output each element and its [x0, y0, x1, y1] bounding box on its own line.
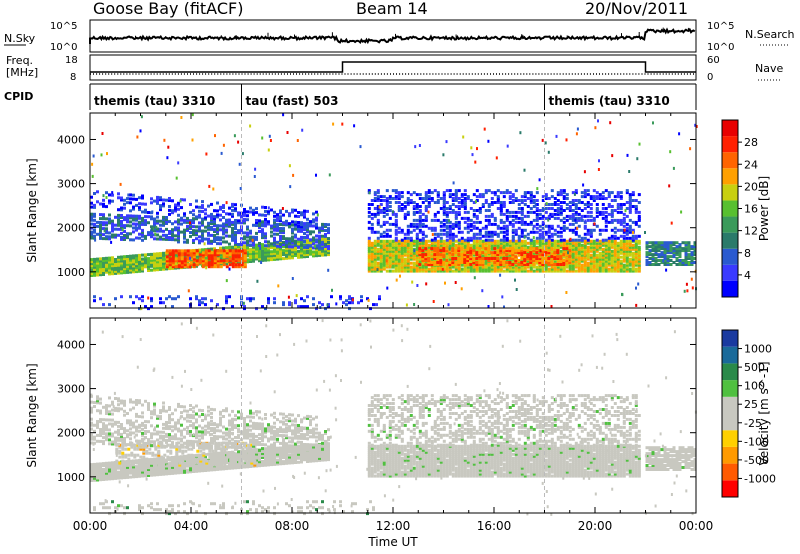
y-tick-label: 4000 [57, 338, 85, 351]
colorbar-swatch [722, 232, 738, 249]
colorbar-tick-label: 28 [744, 136, 758, 149]
colorbar-swatch [722, 200, 738, 217]
cpid-label: CPID [4, 90, 33, 103]
colorbar-tick-label: -1000 [744, 472, 776, 485]
colorbar-swatch [722, 216, 738, 233]
colorbar-tick-label: -100 [744, 435, 769, 448]
freq-tick-left-bottom: 8 [70, 72, 76, 83]
colorbar-swatch [722, 380, 738, 397]
colorbar-frame [721, 329, 739, 498]
station-title: Goose Bay (fitACF) [93, 0, 243, 18]
cpid-segment-label: themis (tau) 3310 [549, 94, 670, 108]
beam-title: Beam 14 [356, 0, 428, 18]
freq-tick-right-bottom: 0 [707, 72, 713, 83]
cpid-segment-label: tau (fast) 503 [246, 94, 339, 108]
colorbar-swatch [722, 463, 738, 481]
noise-tick-right-bottom: 10^0 [707, 42, 734, 53]
colorbar-swatch [722, 363, 738, 381]
colorbar-swatch [722, 136, 738, 153]
freq-tick-left-top: 18 [65, 55, 78, 66]
freq-label-1: Freq. [6, 54, 33, 67]
colorbar-tick-label: 4 [744, 269, 751, 282]
y-tick-label: 2000 [57, 222, 85, 235]
x-tick-label: 20:00 [578, 519, 613, 533]
freq-strip [89, 54, 697, 81]
colorbar-tick-label: 12 [744, 225, 758, 238]
freq-series-line [90, 61, 696, 73]
colorbar-swatch [722, 248, 738, 265]
noise-tick-right-top: 10^5 [707, 21, 734, 32]
colorbar-tick-label: 16 [744, 203, 758, 216]
colorbar-label: Velocity [m s^-1] [757, 361, 771, 465]
colorbar-tick-label: 8 [744, 247, 751, 260]
y-tick-label: 3000 [57, 178, 85, 191]
y-tick-label: 2000 [57, 427, 85, 440]
colorbar-swatch [722, 184, 738, 201]
colorbar-label: Power [dB] [757, 176, 771, 241]
colorbar-tick-label: 24 [744, 158, 758, 171]
cpid-segment-label: themis (tau) 3310 [94, 94, 215, 108]
x-tick-label: 00:00 [73, 519, 108, 533]
freq-label-2: [MHz] [6, 66, 38, 79]
nsky-label: N.Sky [4, 32, 36, 45]
colorbar-tick-label: -500 [744, 454, 769, 467]
nave-label: Nave [755, 62, 783, 75]
colorbar-tick-label: 100 [744, 380, 765, 393]
y-tick-label: 3000 [57, 383, 85, 396]
x-tick-label: 12:00 [376, 519, 411, 533]
x-tick-label: 00:00 [679, 519, 714, 533]
colorbar-swatch [722, 330, 738, 347]
colorbar-tick-label: 20 [744, 180, 758, 193]
colorbar-swatch [722, 152, 738, 169]
y-tick-label: 1000 [57, 266, 85, 279]
y-tick-label: 1000 [57, 471, 85, 484]
colorbar-swatch [722, 346, 738, 364]
colorbar-swatch [722, 446, 738, 464]
noise-tick-left-bottom: 10^0 [50, 42, 77, 53]
x-tick-label: 08:00 [275, 519, 310, 533]
noise-strip [89, 19, 697, 53]
colorbar-swatch [722, 480, 738, 497]
heatmap-cells [90, 319, 697, 516]
nsky-spikes [126, 27, 689, 40]
colorbar-tick-label: 25 [744, 398, 758, 411]
x-axis-label: Time UT [367, 535, 418, 549]
colorbar-swatch [722, 168, 738, 185]
heatmap-cells [90, 113, 698, 311]
nsearch-label: N.Search [745, 28, 795, 41]
colorbar-swatch [722, 396, 738, 414]
y-axis-label: Slant Range [km] [25, 363, 39, 467]
colorbar-tick-label: 1000 [744, 343, 772, 356]
freq-tick-right-top: 60 [707, 55, 720, 66]
colorbar-swatch [722, 264, 738, 281]
y-axis-label: Slant Range [km] [25, 158, 39, 262]
colorbar-tick-label: 500 [744, 361, 765, 374]
y-tick-label: 4000 [57, 133, 85, 146]
colorbar-swatch [722, 280, 738, 297]
nsky-series-line [89, 27, 696, 45]
noise-tick-left-top: 10^5 [50, 21, 77, 32]
x-tick-label: 04:00 [174, 519, 209, 533]
x-tick-label: 16:00 [477, 519, 512, 533]
colorbar-tick-label: -25 [744, 417, 762, 430]
colorbar-swatch [722, 430, 738, 447]
colorbar-swatch [722, 120, 738, 137]
colorbar-swatch [722, 413, 738, 431]
date-title: 20/Nov/2011 [585, 0, 688, 18]
